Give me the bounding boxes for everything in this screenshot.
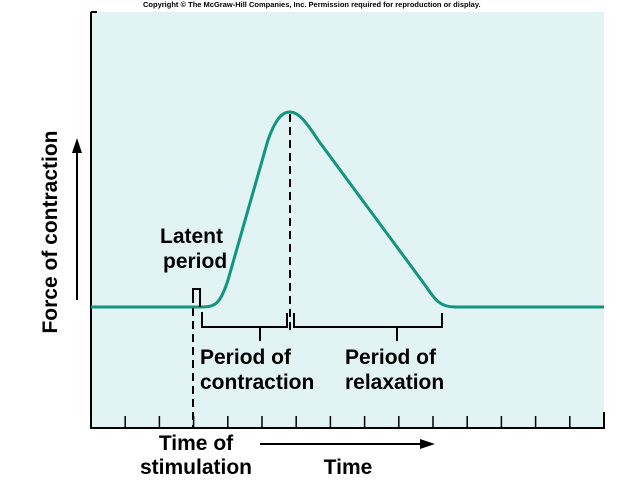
latent-label-1: Latent [160,225,223,248]
relaxation-bracket [293,313,443,341]
contraction-bracket [201,312,288,341]
stimulation-label-1: Time of [159,432,234,455]
twitch-curve [91,110,604,309]
plot-area [91,12,604,428]
force-arrow-head [72,138,82,153]
latent-period-bracket [192,288,201,307]
y-axis-label: Force of contraction [39,130,62,333]
axes [90,12,605,429]
latent-label-2: period [163,250,227,273]
time-arrow-head [420,439,435,449]
contraction-label-2: contraction [200,371,314,394]
x-ticks [124,416,571,428]
relaxation-label-1: Period of [345,346,437,369]
relaxation-label-2: relaxation [345,371,444,394]
contraction-label-1: Period of [200,346,292,369]
x-axis-label: Time [324,456,373,479]
copyright-notice: Copyright © The McGraw-Hill Companies, I… [143,0,481,9]
stimulation-label-2: stimulation [140,456,252,479]
